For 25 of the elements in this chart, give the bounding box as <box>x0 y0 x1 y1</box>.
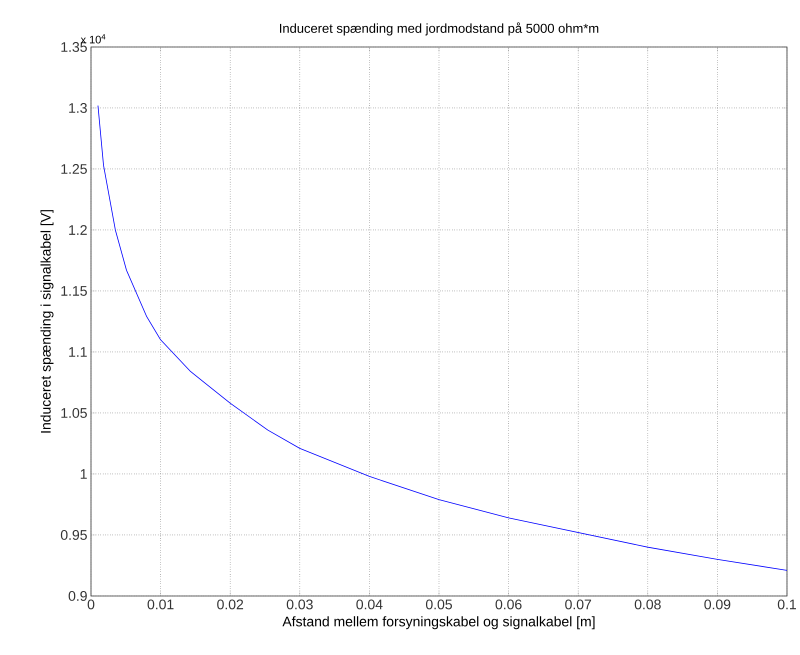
y-tick-label: 1.2 <box>69 225 87 235</box>
y-tick-label: 1 <box>80 469 87 479</box>
x-tick-label: 0 <box>88 599 94 610</box>
x-tick-label: 0.04 <box>356 599 383 610</box>
x-tick-label: 0.03 <box>286 599 313 610</box>
y-tick-label: 1.1 <box>69 347 87 357</box>
x-tick-label: 0.01 <box>148 599 174 610</box>
x-tick-label: 0.1 <box>778 599 796 610</box>
y-tick-label: 1.35 <box>61 42 87 52</box>
x-tick-label: 0.07 <box>565 599 592 610</box>
x-tick-label: 0.08 <box>634 599 661 610</box>
y-axis-title: Induceret spænding i signalkabel [V] <box>40 210 54 433</box>
x-tick-label: 0.02 <box>217 599 244 610</box>
y-tick-label: 0.95 <box>60 530 87 540</box>
y-tick-label: 1.15 <box>61 286 87 296</box>
x-tick-label: 0.09 <box>704 599 730 610</box>
x-tick-label: 0.06 <box>496 599 522 610</box>
y-tick-label: 1.05 <box>61 408 87 418</box>
y-tick-label: 1.25 <box>61 164 87 174</box>
text: x 10$^{4}$ <box>80 34 106 44</box>
chart-title: Induceret spænding med jordmodstand på 5000 ohm*m <box>280 22 598 36</box>
x-axis-title: Afstand mellem forsyningskabel og signalkabel [m] <box>282 616 595 630</box>
y-tick-label: 1.3 <box>69 103 87 113</box>
x-tick-label: 0.05 <box>426 599 452 610</box>
y-tick-label: 0.9 <box>68 591 87 601</box>
